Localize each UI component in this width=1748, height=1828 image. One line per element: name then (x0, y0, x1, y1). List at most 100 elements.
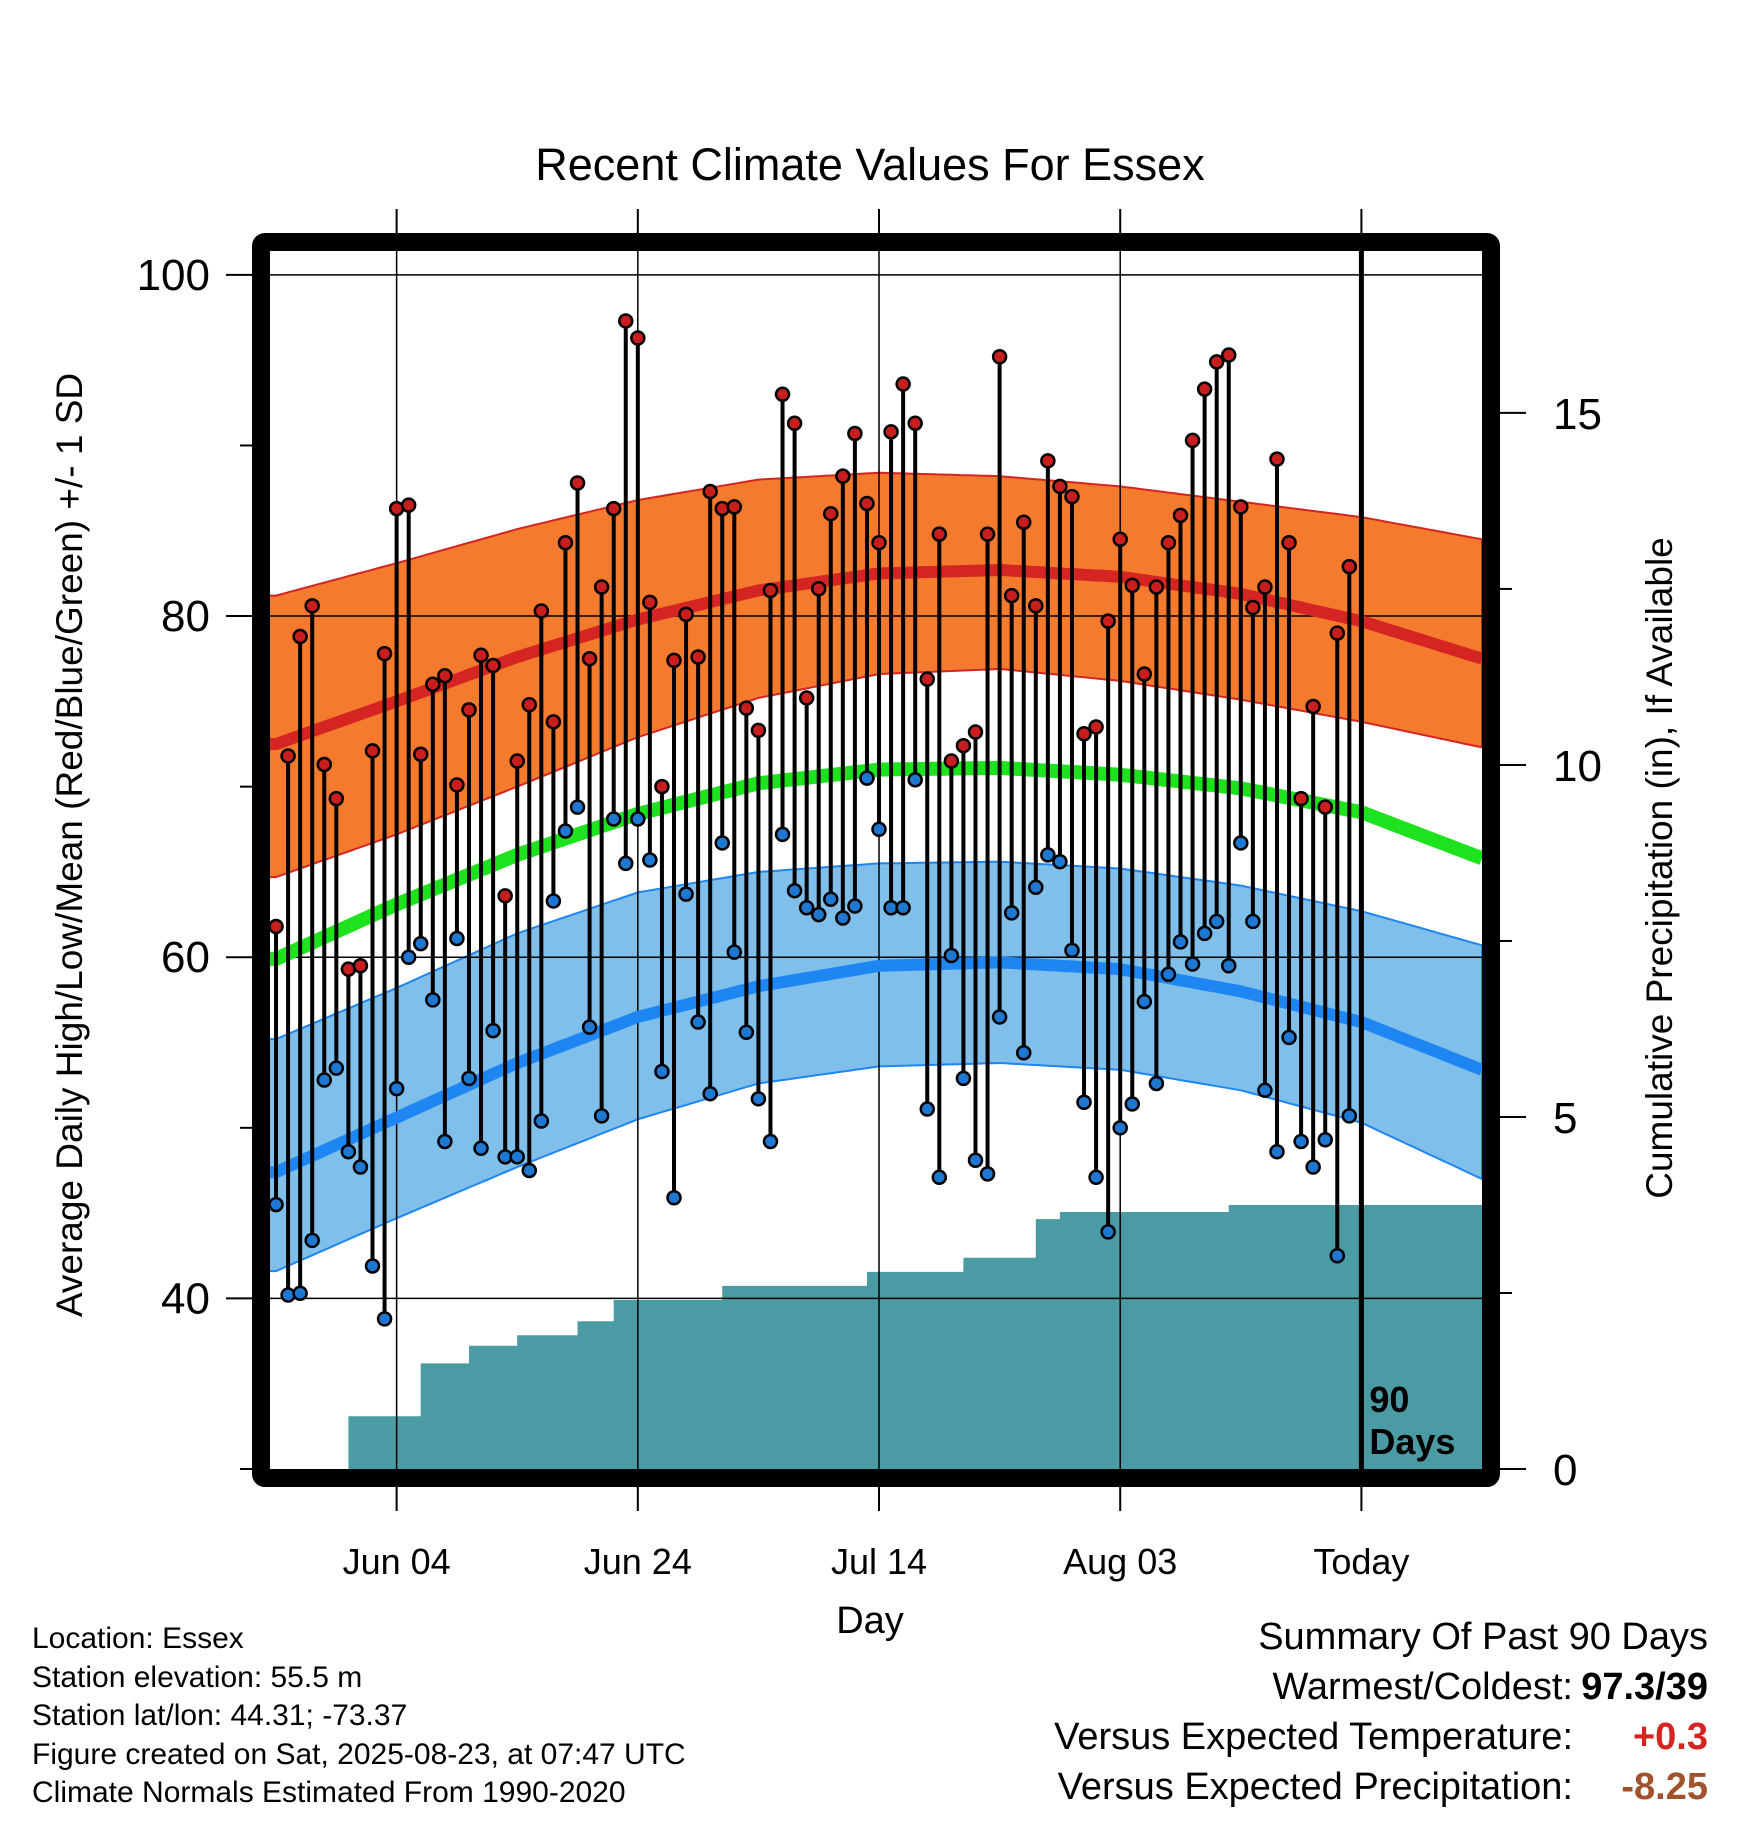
daily-high-point (1088, 719, 1104, 735)
daily-high-point (823, 505, 839, 522)
daily-low-point (907, 772, 923, 788)
latlon-text: Station lat/lon: 44.31; -73.37 (32, 1699, 408, 1732)
daily-low-point (1040, 847, 1056, 863)
daily-high-point (859, 495, 875, 512)
daily-low-point (895, 900, 911, 916)
y-tick-label: 40 (161, 1274, 210, 1323)
daily-high-point (425, 676, 441, 693)
x-tick-label: Jun 24 (584, 1541, 692, 1582)
daily-low-point (485, 1022, 501, 1039)
daily-low-point (810, 906, 827, 923)
daily-low-point (1003, 905, 1020, 921)
daily-high-point (497, 888, 513, 904)
daily-high-point (352, 958, 369, 974)
daily-high-point (955, 737, 972, 754)
daily-high-point (1148, 579, 1165, 595)
daily-low-point (449, 930, 465, 947)
daily-low-point (340, 1143, 357, 1160)
daily-low-point (690, 1014, 706, 1030)
daily-low-point (1028, 879, 1044, 896)
daily-high-point (786, 415, 803, 432)
daily-low-point (1257, 1082, 1273, 1099)
daily-low-point (1112, 1120, 1128, 1136)
daily-high-point (738, 700, 755, 716)
daily-low-point (412, 935, 429, 952)
y2-tick-label: 15 (1553, 390, 1602, 439)
daily-low-point (943, 947, 960, 964)
y-tick-label: 100 (137, 251, 210, 300)
daily-high-point (400, 497, 417, 513)
mean-high-line (270, 563, 1482, 750)
daily-high-point (593, 579, 610, 595)
summary-row-temp: Versus Expected Temperature: +0.3 (808, 1712, 1708, 1762)
daily-high-point (1245, 599, 1261, 616)
daily-high-point (1064, 488, 1080, 505)
daily-high-point (618, 313, 634, 329)
daily-low-point (1317, 1132, 1333, 1148)
daily-high-point (1015, 514, 1032, 530)
daily-low-point (931, 1169, 948, 1186)
daily-low-point (967, 1152, 984, 1168)
daily-high-point (1076, 726, 1092, 742)
daily-low-point (738, 1024, 755, 1041)
location-text: Location: Essex (32, 1622, 244, 1655)
daily-high-point (979, 526, 996, 542)
daily-low-point (1052, 853, 1068, 870)
daily-high-point (835, 468, 851, 484)
daily-low-point (1076, 1094, 1092, 1110)
daily-high-point (533, 603, 550, 619)
daily-high-point (678, 606, 694, 623)
daily-low-point (1184, 956, 1201, 972)
daily-low-point (400, 949, 417, 965)
y2-tick-label: 10 (1553, 742, 1602, 791)
daily-high-point (1220, 347, 1237, 363)
daily-low-point (774, 826, 791, 843)
daily-high-point (1003, 587, 1020, 604)
daily-low-point (545, 893, 562, 909)
daily-low-point (678, 886, 694, 902)
daily-low-point (1196, 925, 1213, 942)
daily-high-point (412, 746, 429, 762)
daily-low-point (630, 811, 646, 827)
elevation-text: Station elevation: 55.5 m (32, 1660, 363, 1694)
daily-high-point (316, 756, 333, 773)
daily-low-point (605, 811, 622, 827)
daily-high-point (991, 349, 1008, 365)
daily-low-point (1208, 913, 1225, 930)
daily-low-point (388, 1080, 405, 1097)
daily-high-point (762, 582, 779, 599)
daily-low-point (955, 1070, 972, 1087)
daily-low-point (786, 882, 803, 899)
daily-low-point (461, 1070, 477, 1087)
daily-low-point (352, 1159, 369, 1175)
daily-low-point (1064, 942, 1080, 959)
daily-high-point (485, 657, 501, 674)
y2-axis-label: Cumulative Precipitation (in), If Availa… (1639, 537, 1680, 1199)
daily-high-point (1100, 613, 1116, 629)
daily-high-point (1028, 598, 1044, 614)
daily-high-point (545, 714, 562, 730)
daily-high-point (1160, 534, 1177, 551)
daily-low-point (847, 898, 863, 914)
station-metadata: Location: Essex Station elevation: 55.5 … (32, 1620, 686, 1813)
daily-high-point (473, 647, 489, 664)
daily-low-point (425, 992, 441, 1008)
daily-high-point (654, 778, 670, 795)
daily-low-point (642, 852, 658, 868)
daily-low-point (437, 1133, 453, 1150)
daily-low-point (1293, 1133, 1309, 1150)
daily-low-point (1281, 1029, 1297, 1046)
daily-high-point (1257, 579, 1273, 595)
daily-low-point (521, 1162, 538, 1179)
daily-low-point (1341, 1108, 1358, 1124)
daily-high-point (521, 697, 538, 713)
daily-high-point (1040, 453, 1056, 469)
daily-high-point (1281, 534, 1297, 551)
daily-high-point (1269, 451, 1285, 467)
daily-low-point (654, 1063, 670, 1080)
y-tick-label: 60 (161, 933, 210, 982)
daily-high-point (1136, 666, 1153, 682)
daily-high-point (1208, 354, 1225, 370)
daily-low-point (581, 1019, 598, 1035)
